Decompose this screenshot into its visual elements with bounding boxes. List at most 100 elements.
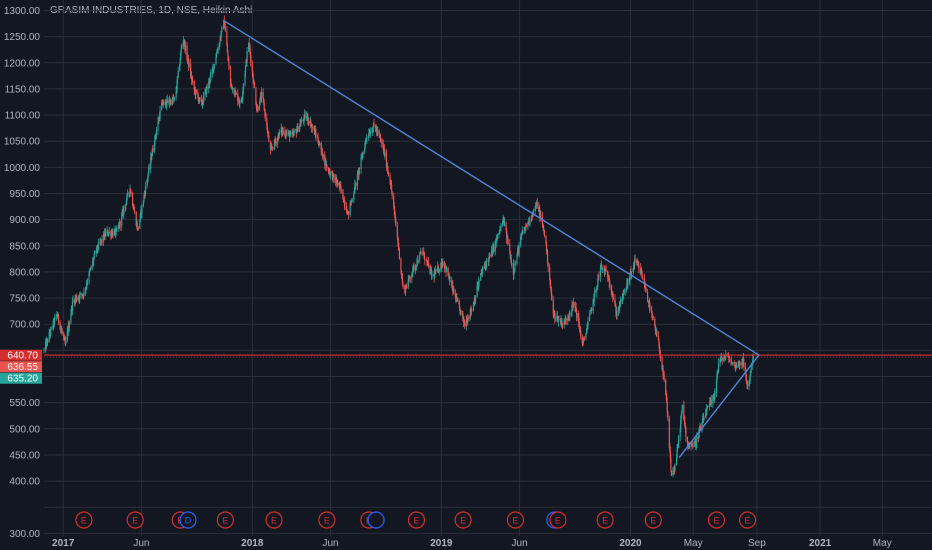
candle-body	[442, 262, 444, 266]
candle-body	[393, 207, 395, 210]
candle-body	[235, 91, 237, 93]
candle-body	[467, 317, 469, 323]
candle-body	[435, 269, 437, 274]
candle-body	[625, 287, 627, 291]
candle-body	[161, 102, 163, 111]
candle-body	[478, 281, 480, 287]
candle-body	[685, 427, 687, 437]
candle-body	[216, 51, 219, 53]
candle-body	[589, 309, 592, 311]
candle-body	[582, 342, 584, 344]
earnings-marker	[318, 511, 336, 529]
candle-body	[560, 319, 563, 326]
trendline	[678, 354, 760, 458]
candle-body	[737, 363, 739, 366]
y-tick-label: 1000.00	[4, 163, 41, 174]
candle-body	[151, 149, 153, 156]
candle-body	[197, 96, 199, 102]
candle-body	[343, 200, 346, 206]
candle-body	[581, 336, 583, 343]
candle-body	[172, 97, 174, 100]
candle-body	[373, 123, 375, 125]
candle-body	[749, 374, 751, 381]
candle-body	[409, 277, 411, 279]
candle-body	[331, 171, 333, 174]
candle-body	[514, 263, 516, 270]
candle-body	[434, 272, 436, 278]
candle-body	[115, 229, 118, 231]
candle-body	[691, 444, 693, 446]
candle-body	[389, 175, 391, 184]
candle-body	[474, 296, 477, 301]
candle-body	[169, 102, 171, 104]
candle-body	[614, 299, 616, 304]
candle-body	[201, 102, 204, 105]
candle-body	[598, 276, 600, 277]
y-tick-label: 700.00	[9, 320, 40, 331]
candle-body	[586, 327, 588, 334]
candle-body	[332, 174, 334, 180]
candle-body	[193, 81, 195, 90]
candle-body	[589, 310, 591, 315]
candle-body	[88, 271, 91, 273]
candle-body	[180, 51, 182, 59]
candle-body	[55, 314, 58, 318]
candle-body	[324, 154, 326, 165]
candle-body	[95, 250, 97, 252]
candle-body	[415, 265, 418, 267]
candle-body	[163, 101, 165, 105]
candle-body	[473, 298, 476, 304]
candle-body	[657, 335, 660, 341]
candle-body	[438, 271, 440, 273]
candle-body	[416, 259, 419, 264]
candle-body	[470, 309, 473, 313]
candle-body	[549, 280, 551, 285]
candle-body	[646, 292, 649, 301]
dividend-marker	[367, 511, 385, 529]
candle-body	[61, 330, 63, 333]
candle-body	[638, 265, 640, 269]
y-tick-label: 1200.00	[4, 58, 41, 69]
candle-body	[333, 174, 335, 178]
candle-body	[397, 237, 399, 243]
candle-body	[284, 131, 286, 136]
candle-body	[524, 227, 526, 230]
candle-body	[101, 239, 103, 242]
candle-body	[303, 115, 305, 122]
candle-body	[494, 240, 496, 252]
candle-body	[498, 232, 500, 235]
candle-body	[550, 287, 552, 294]
candle-body	[669, 447, 671, 452]
candle-body	[79, 294, 81, 299]
candle-body	[609, 282, 611, 286]
candle-body	[694, 441, 696, 443]
candle-body	[493, 246, 495, 252]
candle-body	[405, 286, 407, 293]
candle-body	[600, 264, 602, 268]
candle-body	[325, 160, 327, 167]
candle-body	[679, 429, 681, 437]
candle-body	[688, 445, 691, 447]
candle-body	[365, 139, 367, 140]
candle-body	[397, 242, 399, 247]
candle-body	[644, 287, 647, 288]
candle-body	[195, 90, 197, 93]
candle-body	[640, 270, 642, 273]
candle-body	[483, 265, 485, 268]
candle-body	[314, 130, 317, 134]
candle-body	[206, 86, 208, 94]
candle-body	[636, 260, 638, 263]
candle-body	[235, 92, 237, 94]
event-label: E	[713, 516, 719, 526]
candle-body	[627, 278, 629, 286]
candle-body	[522, 230, 524, 234]
candle-body	[449, 280, 451, 282]
candle-body	[699, 427, 702, 431]
candle-body	[668, 418, 670, 448]
candle-body	[346, 211, 349, 215]
candle-body	[469, 309, 471, 317]
candle-body	[622, 293, 624, 302]
candle-body	[198, 100, 200, 102]
